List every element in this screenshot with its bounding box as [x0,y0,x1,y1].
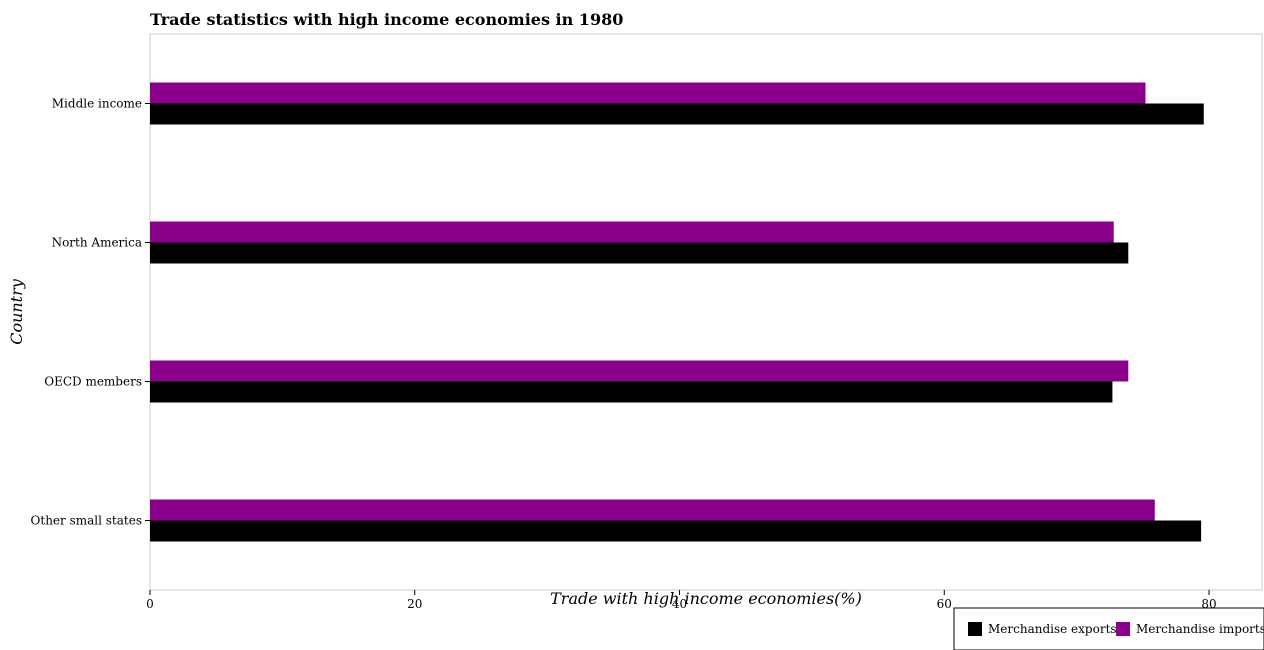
bar-merchandise-imports-north-america [150,221,1114,243]
bars [150,82,1204,542]
bar-merchandise-exports-middle-income [150,103,1204,125]
x-tick-label: 40 [672,597,687,611]
y-tick-label: North America [52,236,142,250]
plot-area [149,33,1263,591]
bar-merchandise-exports-oecd-members [150,381,1113,403]
x-axis: 0 20 40 60 80 [146,590,1217,611]
bar-merchandise-exports-north-america [150,242,1129,264]
x-tick-label: 0 [146,597,154,611]
legend-swatch [968,622,982,636]
y-tick-label: Other small states [31,514,142,528]
legend-label: Merchandise imports [1136,622,1264,636]
legend-swatch [1116,622,1130,636]
x-tick-label: 20 [407,597,422,611]
y-axis: Middle income North America OECD members Ot… [31,97,150,528]
x-tick-label: 60 [937,597,952,611]
bar-merchandise-exports-other-small-states [150,520,1202,542]
legend: Merchandise exports Merchandise imports [953,607,1264,650]
legend-box [953,607,1264,650]
legend-label: Merchandise exports [988,622,1117,636]
bar-merchandise-imports-oecd-members [150,360,1129,382]
bar-merchandise-imports-middle-income [150,82,1146,104]
chart-title: Trade statistics with high income econom… [150,10,623,29]
bar-merchandise-imports-other-small-states [150,499,1155,521]
y-axis-label: Country [7,278,26,345]
y-tick-label: OECD members [44,375,142,389]
y-tick-label: Middle income [52,97,142,111]
x-axis-label: Trade with high income economies(%) [550,589,862,608]
